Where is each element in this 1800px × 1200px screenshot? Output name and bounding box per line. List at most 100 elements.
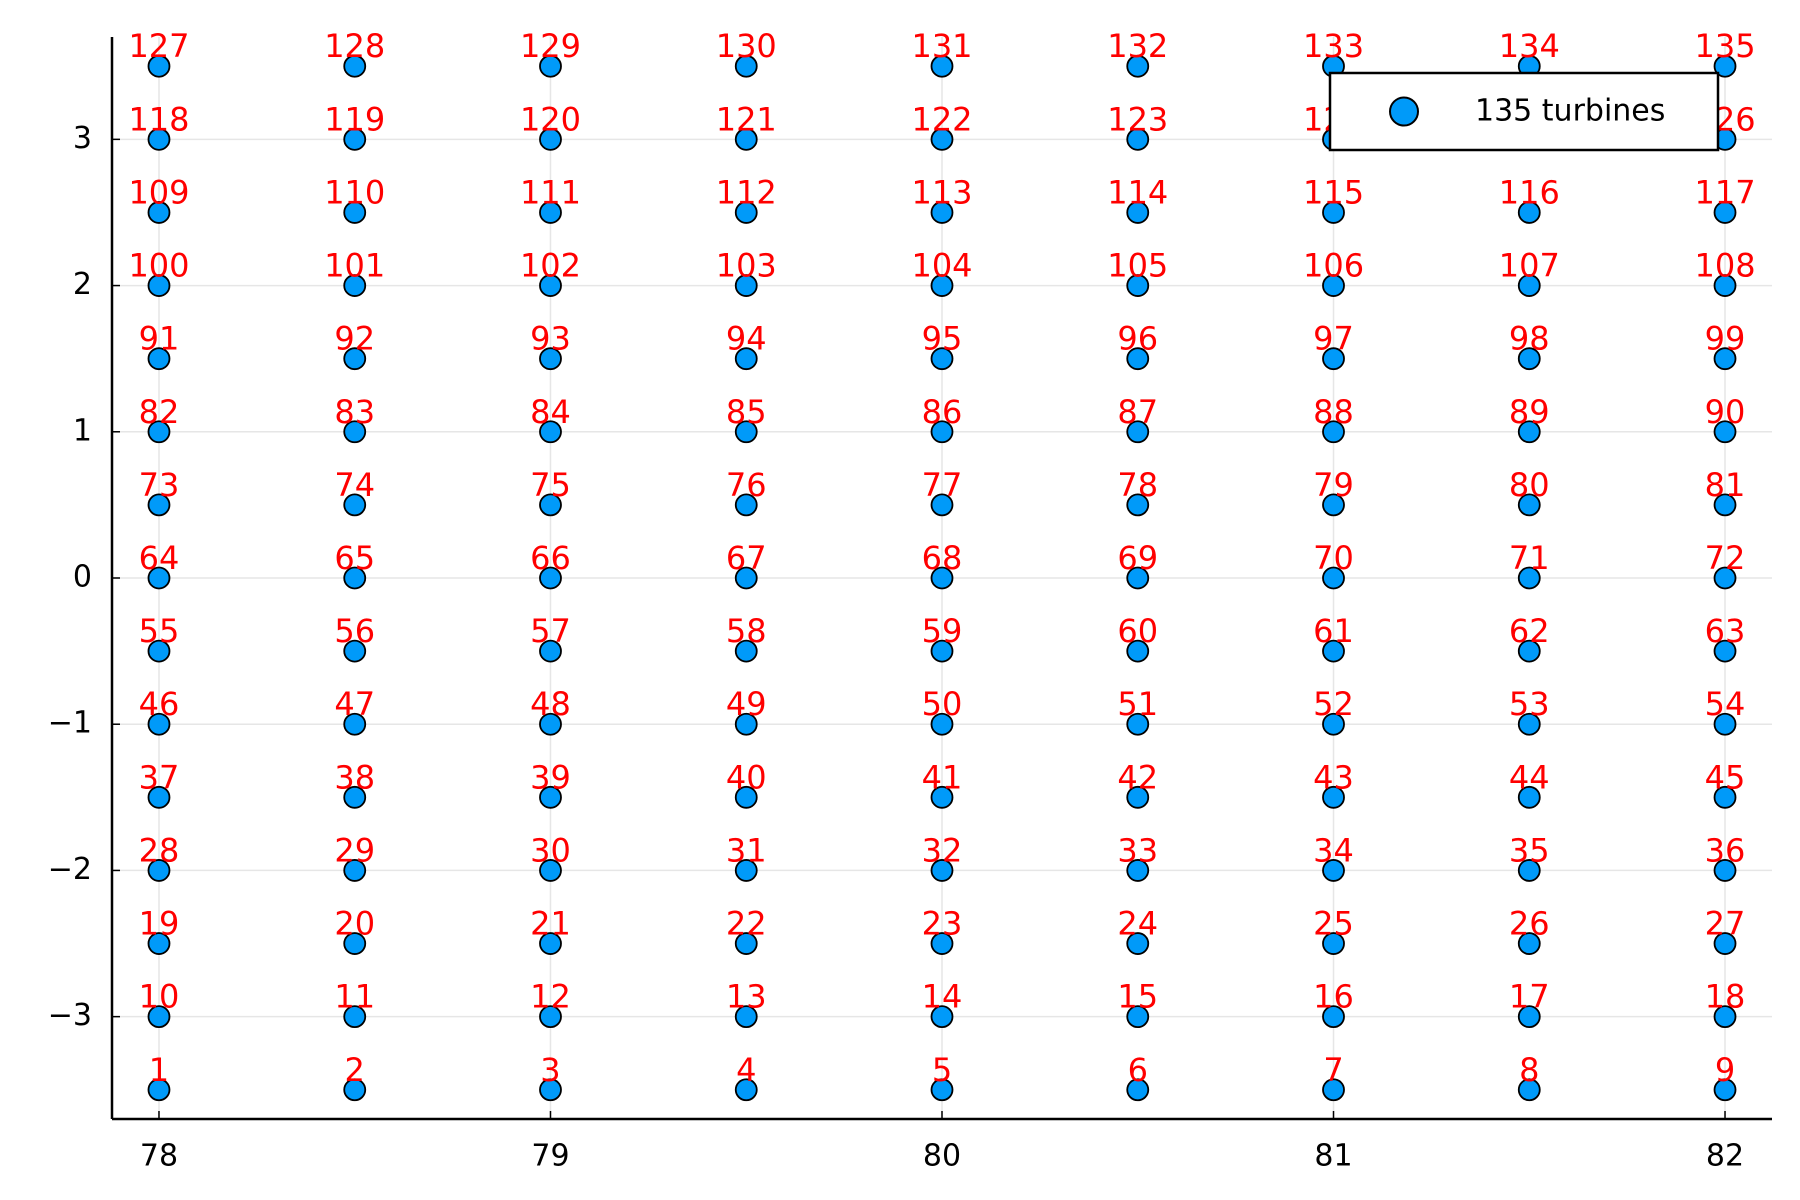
point-label: 45 [1705,758,1746,796]
point-label: 80 [1509,466,1550,504]
turbine-point [539,493,562,517]
turbine-point [1517,639,1541,663]
point-label: 135 [1694,27,1755,65]
point-label: 63 [1705,612,1746,650]
turbine-point [1713,201,1737,224]
turbine-point [1126,274,1150,297]
turbine-point [1126,493,1150,517]
turbine-point [1517,712,1541,736]
turbine-point [930,54,954,78]
point-label: 31 [726,831,767,869]
point-label: 36 [1705,831,1746,869]
turbine-point [1322,420,1345,444]
point-label: 10 [139,978,180,1016]
point-label: 113 [911,173,972,211]
point-label: 61 [1313,612,1354,650]
point-label: 69 [1117,539,1158,577]
point-label: 93 [530,320,571,358]
turbine-point [1713,859,1737,882]
turbine-point [734,127,758,151]
y-tick-label: −1 [48,706,92,741]
turbine-point [734,712,758,736]
turbine-point [1713,639,1737,663]
turbine-point [539,1078,562,1102]
turbine-point [734,785,758,809]
point-label: 129 [520,27,581,65]
point-label: 96 [1117,320,1158,358]
point-label: 47 [334,685,375,723]
point-label: 97 [1313,320,1354,358]
point-label: 48 [530,685,571,723]
turbine-point [1713,1005,1737,1029]
x-tick-label: 80 [923,1139,961,1174]
turbine-point [1126,420,1150,444]
turbine-point [734,274,758,297]
point-label: 41 [922,758,963,796]
point-label: 121 [716,100,777,138]
point-label: 85 [726,393,767,431]
turbine-point [734,493,758,517]
turbine-point [1322,347,1345,371]
point-label: 56 [334,612,375,650]
turbine-point [343,639,367,663]
turbine-point [930,347,954,371]
point-label: 11 [334,978,375,1016]
y-tick-label: 0 [73,560,92,595]
turbine-point [1517,274,1541,297]
point-label: 21 [530,905,571,943]
point-label: 78 [1117,466,1158,504]
point-label: 70 [1313,539,1354,577]
turbine-point [343,712,367,736]
point-label: 12 [530,978,571,1016]
turbine-point [147,201,171,224]
point-label: 20 [334,905,375,943]
y-tick-label: −3 [48,998,92,1033]
point-label: 114 [1107,173,1168,211]
point-label: 123 [1107,100,1168,138]
turbine-point [1322,639,1345,663]
point-label: 43 [1313,758,1354,796]
point-label: 133 [1303,27,1364,65]
point-label: 132 [1107,27,1168,65]
turbine-point [1713,566,1737,590]
point-label: 18 [1705,978,1746,1016]
point-label: 87 [1117,393,1158,431]
turbine-point [1126,566,1150,590]
point-label: 117 [1694,173,1755,211]
turbine-point [1126,932,1150,955]
point-label: 35 [1509,831,1550,869]
point-label: 3 [540,1051,560,1089]
point-label: 49 [726,685,767,723]
turbine-point [343,566,367,590]
point-label: 81 [1705,466,1746,504]
point-label: 55 [139,612,180,650]
point-label: 40 [726,758,767,796]
turbine-point [1126,859,1150,882]
turbine-point [1713,54,1737,78]
point-label: 14 [922,978,963,1016]
point-label: 119 [324,100,385,138]
turbine-point [1517,859,1541,882]
point-label: 37 [139,758,180,796]
point-label: 16 [1313,978,1354,1016]
turbine-point [1517,1078,1541,1102]
point-label: 17 [1509,978,1550,1016]
turbine-point [1713,274,1737,297]
x-tick-label: 78 [140,1139,178,1174]
turbine-point [343,420,367,444]
point-label: 94 [726,320,767,358]
point-label: 105 [1107,247,1168,285]
turbine-point [147,54,171,78]
turbine-point [539,932,562,955]
point-label: 86 [922,393,963,431]
turbine-point [930,566,954,590]
point-label: 1 [149,1051,169,1089]
turbine-point [734,566,758,590]
point-label: 102 [520,247,581,285]
turbine-point [1713,1078,1737,1102]
turbine-point [147,639,171,663]
point-label: 29 [334,831,375,869]
point-label: 60 [1117,612,1158,650]
point-label: 100 [128,247,189,285]
turbine-point [1713,493,1737,517]
